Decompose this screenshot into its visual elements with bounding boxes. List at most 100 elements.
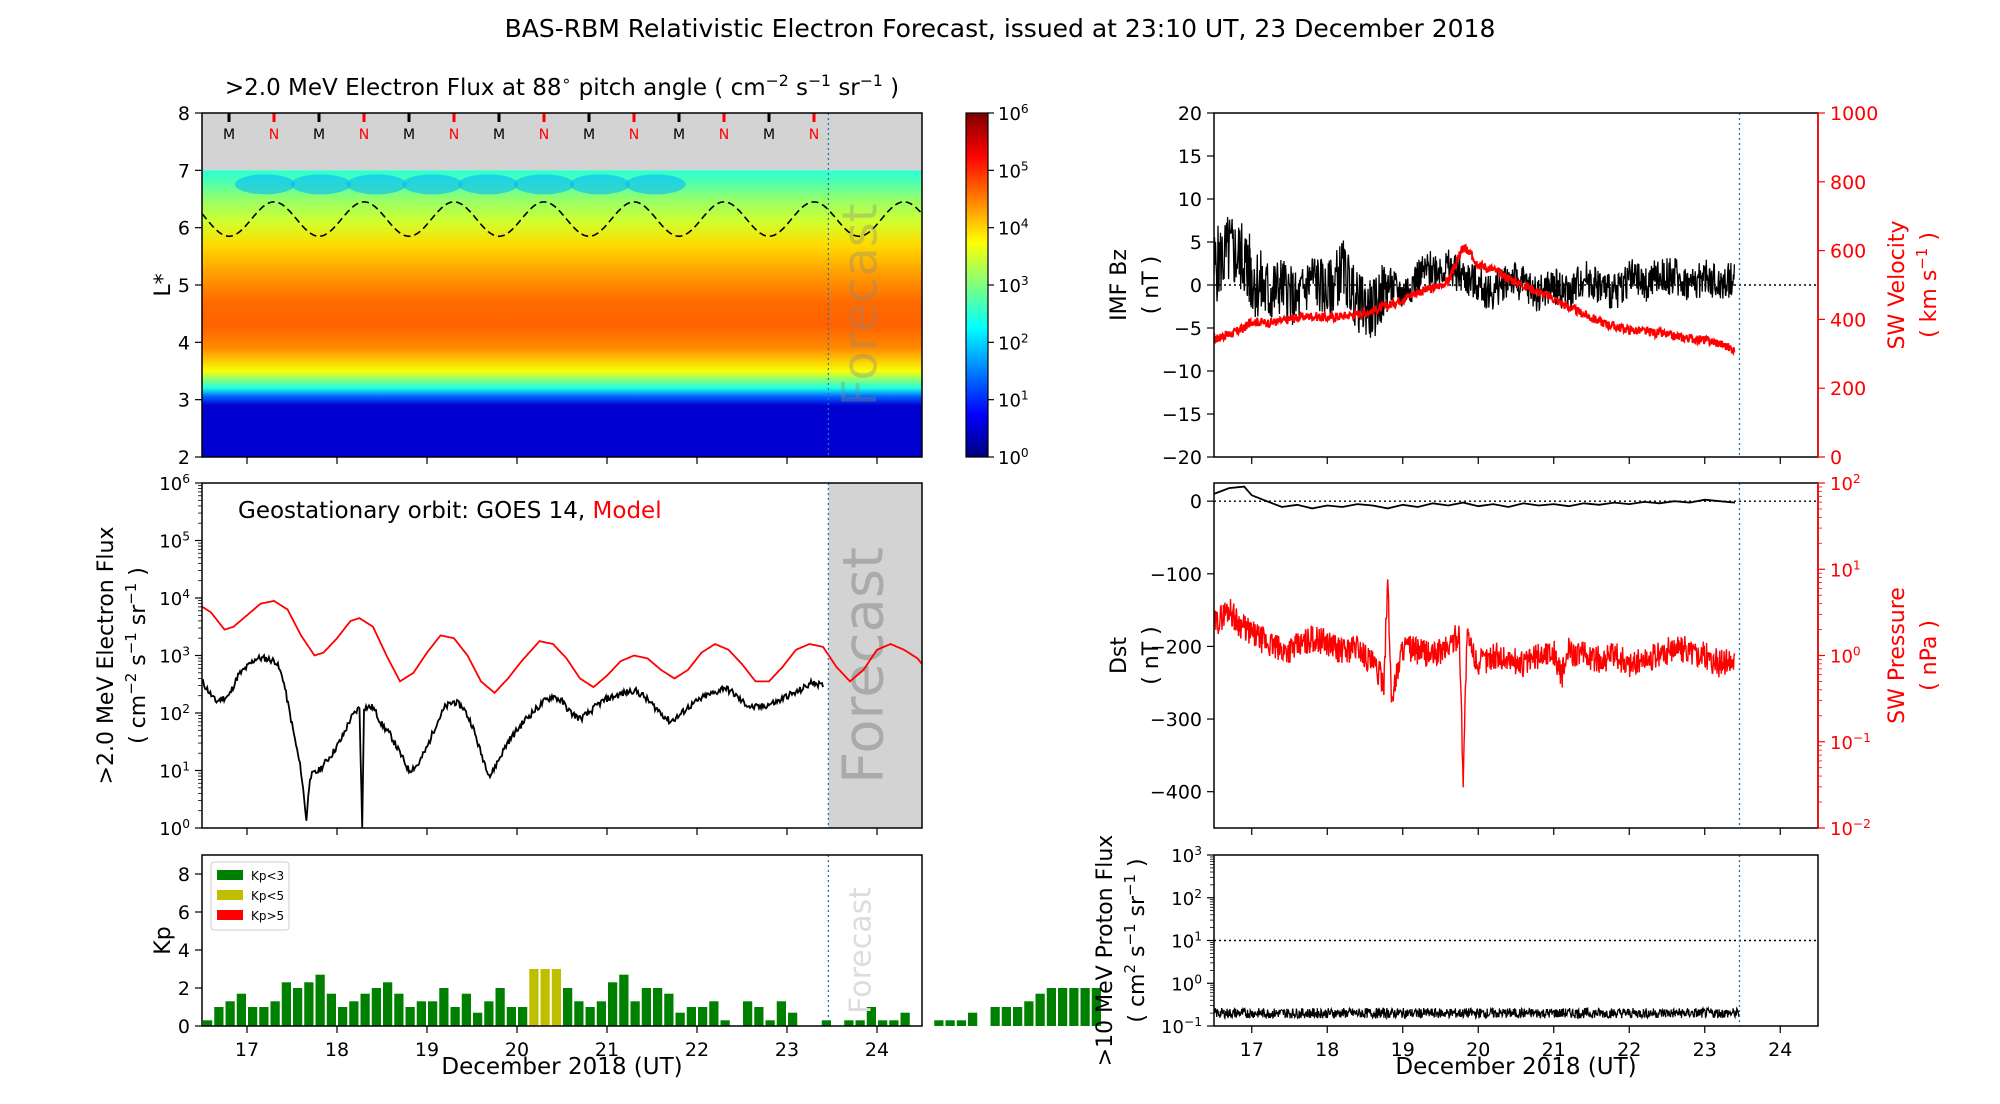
y-tick-label: 4 <box>178 940 190 962</box>
sw-pressure-ylabel-2: ( nPa ) <box>1917 620 1942 691</box>
flux-dropout <box>402 174 463 195</box>
kp-bar <box>563 988 573 1026</box>
kp-bar <box>1024 1001 1034 1026</box>
kp-bar <box>821 1020 831 1026</box>
x-tick-label: 23 <box>775 1039 799 1061</box>
x-tick-label: 18 <box>325 1039 349 1061</box>
y-tick-label-part: 1 <box>182 760 190 774</box>
colorbar-label-part: 4 <box>1021 217 1029 231</box>
y-tick-label-part: 6 <box>182 472 190 486</box>
x-tick-label: 18 <box>1315 1039 1339 1061</box>
y-tick-label: 10 <box>1178 189 1202 211</box>
x-tick-label: 19 <box>415 1039 439 1061</box>
mn-marker-label: N <box>809 127 819 143</box>
colorbar-label-part: 10 <box>998 161 1021 182</box>
geo-flux-frame <box>201 482 923 829</box>
proton-ylabel-2-part: s <box>1125 946 1150 964</box>
y-tick-label-part: 0 <box>1194 972 1202 986</box>
colorbar-label-part: 5 <box>1021 159 1029 173</box>
kp-bar <box>686 1007 696 1026</box>
imf-bz-line <box>1214 216 1736 338</box>
y-right-tick-label-part: 10 <box>1830 819 1853 840</box>
y-tick-label-part: 10 <box>1161 1017 1184 1038</box>
y-right-tick-label: 100 <box>1830 645 1861 668</box>
x-tick-label: 20 <box>1466 1039 1490 1061</box>
goes-flux-line <box>202 652 824 828</box>
mn-marker-label: M <box>673 127 685 143</box>
y-tick-label: 101 <box>159 760 190 783</box>
proton-ylabel-2-part: −1 <box>1121 923 1139 945</box>
proton-ylabel-2: ( cm2 s−1 sr−1 ) <box>1121 858 1150 1022</box>
y-tick-label: 0 <box>1190 491 1202 513</box>
kp-bar <box>473 1012 483 1026</box>
mn-marker-label: M <box>313 127 325 143</box>
geo-ylabel-2-part: −2 <box>122 673 140 695</box>
flux-map-title-part: −2 <box>766 71 789 90</box>
kp-bar <box>495 988 505 1026</box>
kp-bar <box>1001 1007 1011 1026</box>
kp-ylabel: Kp <box>151 926 176 954</box>
x-tick-label: 21 <box>1542 1039 1566 1061</box>
y-tick-label: 0 <box>178 1016 190 1038</box>
y-tick-label-part: 4 <box>182 587 190 601</box>
forecast-shade <box>828 483 922 828</box>
y-tick-label: 8 <box>178 864 190 886</box>
x-tick-label: 22 <box>685 1039 709 1061</box>
kp-bar <box>968 1012 978 1026</box>
kp-legend-swatch <box>217 870 243 880</box>
colorbar-label-part: 1 <box>1021 389 1029 403</box>
kp-bar <box>225 1001 235 1026</box>
flux-map-ylabel: L* <box>151 273 176 296</box>
kp-bar <box>585 1007 595 1026</box>
y-tick-label-part: 3 <box>182 645 190 659</box>
y-tick-label: 6 <box>178 902 190 924</box>
kp-bar <box>416 1001 426 1026</box>
mn-marker-label: N <box>629 127 639 143</box>
colorbar-label-part: 3 <box>1021 274 1029 288</box>
sw-velocity-ylabel-1: SW Velocity <box>1885 220 1910 349</box>
y-tick-label-part: 3 <box>1194 844 1202 858</box>
colorbar <box>965 112 989 458</box>
mn-marker-label: N <box>539 127 549 143</box>
kp-bar <box>675 1012 685 1026</box>
kp-bar <box>1058 988 1068 1026</box>
no-data-band <box>202 113 922 171</box>
y-tick-label: −300 <box>1150 709 1202 731</box>
flux-dropout <box>235 174 295 195</box>
kp-bar <box>574 1001 584 1026</box>
x-tick-label: 19 <box>1391 1039 1415 1061</box>
proton-ylabel-2-part: ) <box>1125 858 1150 874</box>
y-tick-label-part: 2 <box>182 702 190 716</box>
kp-bar <box>529 969 539 1026</box>
kp-bar <box>934 1020 944 1026</box>
y-tick-label-part: 1 <box>1194 930 1202 944</box>
y-tick-label-part: 0 <box>182 817 190 831</box>
y-tick-label-part: 5 <box>182 530 190 544</box>
imf-ylabel-1: IMF Bz <box>1107 249 1132 321</box>
flux-map-title-part: ∘ <box>562 71 572 90</box>
proton-ylabel-2-part: 2 <box>1121 964 1139 974</box>
flux-map-title-part: s <box>789 75 808 101</box>
flux-map-title-part: pitch angle ( cm <box>571 75 765 101</box>
y-right-tick-label: 10−1 <box>1830 731 1871 754</box>
colorbar-label-part: 10 <box>998 391 1021 412</box>
geo-annotation-part: Model <box>593 498 662 524</box>
x-tick-label: 22 <box>1617 1039 1641 1061</box>
flux-map-title-part: sr <box>831 75 860 101</box>
y-tick-label: −200 <box>1150 636 1202 658</box>
proton-ylabel-2-part: −1 <box>1121 874 1139 896</box>
flux-map-title-part: −1 <box>860 71 883 90</box>
kp-legend-label: Kp>5 <box>251 909 284 923</box>
y-tick-label: 6 <box>178 218 190 240</box>
geo-ylabel-2-part: sr <box>126 604 151 632</box>
y-right-tick-label-part: −1 <box>1853 731 1871 745</box>
kp-bar <box>788 1012 798 1026</box>
figure-title: BAS-RBM Relativistic Electron Forecast, … <box>504 14 1496 43</box>
y-tick-label-part: 10 <box>159 819 182 840</box>
kp-bar <box>439 988 449 1026</box>
y-tick-label-part: 10 <box>159 474 182 495</box>
y-right-tick-label: 1000 <box>1830 103 1878 125</box>
dst-frame <box>1213 482 1819 829</box>
kp-bar <box>270 1001 280 1026</box>
